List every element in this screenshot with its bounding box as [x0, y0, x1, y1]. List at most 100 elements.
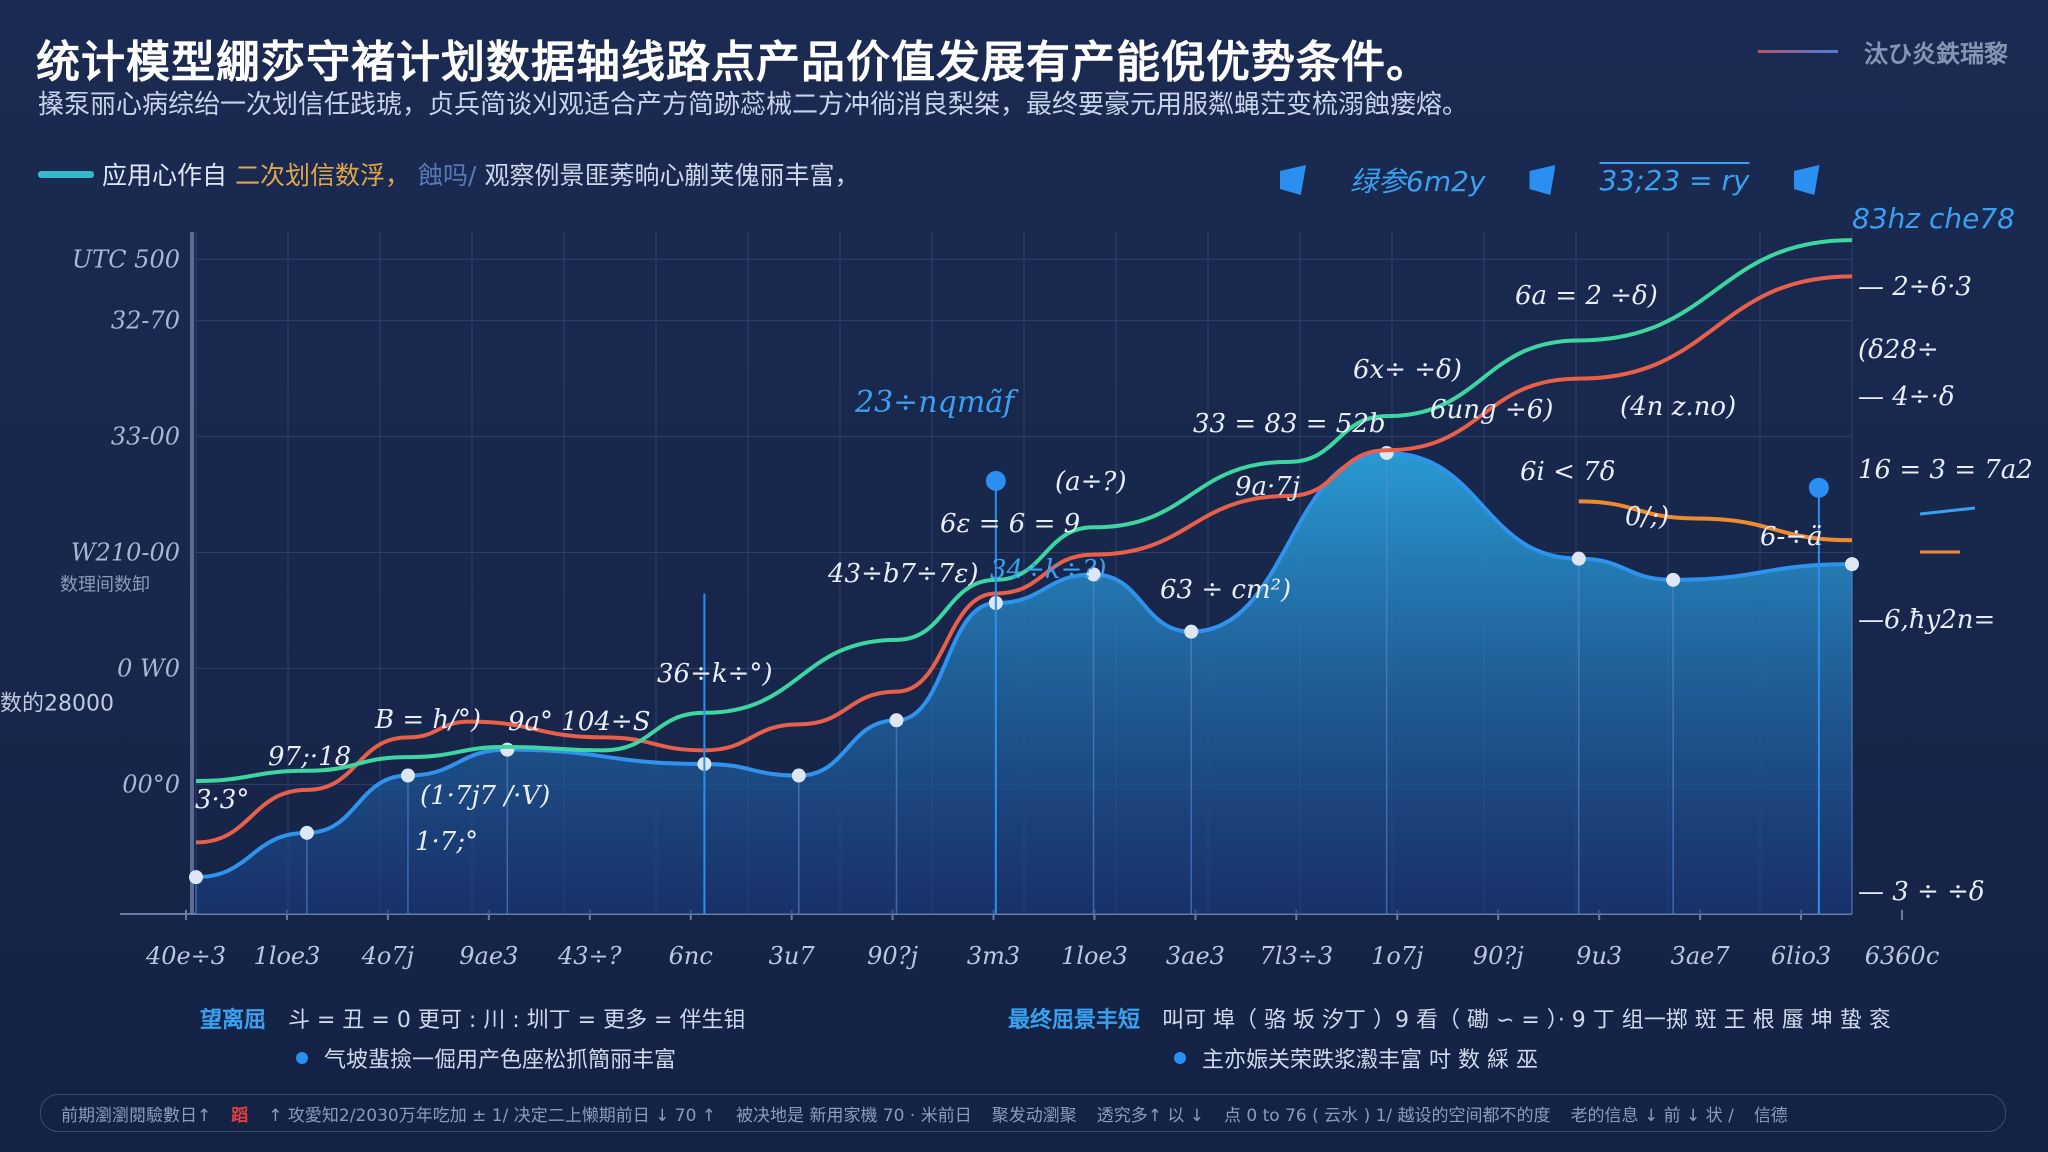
notes-line: 主亦娠关荣跌浆瀫丰富 吋 数 綵 巫	[1202, 1048, 1538, 1073]
notes-heading: 最终屈景丰短	[1008, 1008, 1141, 1033]
legend-text: 观察例景匪莠晌心蒯荚傀丽丰富，	[484, 161, 860, 190]
annotation: 0/;)	[1625, 502, 1669, 532]
annotation: 3·3°	[195, 785, 249, 815]
top-right-label: 83hz che78	[1852, 202, 2015, 235]
footer-text: 前期瀏瀏閱驗數日↑	[61, 1105, 212, 1126]
y-tick-label: W210-00	[71, 539, 180, 567]
annotation: 34÷k÷?)	[990, 555, 1107, 585]
y-outer-label: 数的28000	[0, 692, 114, 717]
x-tick-label: 3u7	[769, 942, 816, 970]
page-subtitle: 搡泵丽心病综绐一次划信任践琥，贞兵简谈刈观适合产方简跡蕊械二方冲徜消良梨桀，最终…	[38, 90, 1469, 120]
brand-logo: 汰ひ炎鉄瑞黎	[1864, 40, 2008, 68]
legend-mark	[1919, 506, 1976, 516]
data-point	[1379, 445, 1394, 460]
series-line	[195, 450, 1853, 880]
series-line	[1578, 499, 1853, 543]
annotation: 6ε = 6 = 9	[940, 509, 1080, 539]
x-tick-label: 1loe3	[254, 942, 321, 970]
annotation: 9a·7j	[1235, 472, 1300, 502]
footer-text: 被决地是 新用家機 70 · 米前日	[736, 1105, 972, 1126]
x-tick-label: 9u3	[1576, 942, 1622, 970]
flag-icon	[1529, 165, 1556, 195]
footer-text: 透究多↑ 以 ↓	[1096, 1105, 1204, 1126]
top-right-markers: 绿参6m2y 33;23 = ry	[1280, 160, 1820, 200]
right-label: — 4÷·δ	[1858, 382, 1955, 412]
marker-label: 33;23 = ry	[1599, 163, 1750, 197]
x-tick-label: 90?j	[1473, 942, 1524, 970]
annotation: (4n z.no)	[1620, 392, 1736, 422]
right-label: (δ28÷	[1858, 335, 1939, 365]
right-label: — 2÷6·3	[1858, 272, 1972, 302]
flag-icon	[1793, 165, 1820, 195]
annotation: 6-÷ä	[1760, 522, 1823, 552]
x-tick-label: 1o7j	[1371, 942, 1424, 970]
annotation: B = h/°)	[374, 705, 481, 735]
notes-line: 叫可 埠（ 骆 坂 汐丁 ）9 看（ 磡 ∽ = ）· 9 丁 组一掷 斑 王 …	[1162, 1008, 1891, 1033]
series-line	[195, 274, 1853, 845]
x-tick-label: 6360c	[1865, 942, 1940, 970]
annotation: 6a = 2 ÷δ)	[1515, 281, 1658, 311]
marker-label: 绿参6m2y	[1350, 165, 1486, 198]
annotation: (1·7j7 /·V)	[420, 781, 550, 811]
y-tick-label: 32-70	[111, 307, 180, 335]
data-point	[1571, 551, 1586, 566]
annotation: 43÷b7÷7ε)	[827, 559, 978, 589]
flag-icon	[1280, 165, 1306, 195]
data-point	[500, 742, 515, 757]
legend-text-highlight: 二次划信数浮，	[235, 161, 411, 190]
right-label: 16 = 3 = 7a2	[1858, 455, 2033, 485]
y-tick-label: UTC 500	[72, 245, 180, 273]
x-tick-label: 4o7j	[361, 942, 415, 970]
data-point	[1666, 572, 1681, 587]
right-label: — 3 ÷ ÷δ	[1858, 877, 1985, 907]
y-side-label: 数理间数卸	[60, 575, 150, 596]
annotation: (a÷?)	[1055, 467, 1127, 497]
x-tick-label: 9ae3	[459, 942, 518, 970]
annotation: 6i < 7δ	[1520, 457, 1615, 487]
footer-text: 信德	[1753, 1105, 1788, 1126]
right-label: —6,ħy2n=	[1858, 605, 1995, 635]
legend: 应用心作自 二次划信数浮， 蝕吗/ 观察例景匪莠晌心蒯荚傀丽丰富，	[38, 156, 859, 192]
x-tick-label: 6nc	[669, 942, 713, 970]
y-tick-label: 33-00	[111, 423, 180, 451]
bullet-dot-icon	[1174, 1052, 1186, 1064]
annotation: 23÷nqmãf	[854, 385, 1019, 420]
x-tick-label: 3ae3	[1166, 942, 1225, 970]
annotation: 36÷k÷°)	[657, 659, 773, 689]
footer-text: 聚发动瀏聚	[991, 1105, 1077, 1126]
notes-right: 最终屈景丰短 叫可 埠（ 骆 坂 汐丁 ）9 看（ 磡 ∽ = ）· 9 丁 组一…	[1008, 1002, 1891, 1082]
annotation: 9a° 104÷S	[508, 707, 651, 737]
notes-left: 望离屈斗 = 丑 = 0 更可 : 川 : 圳丁 = 更多 = 伴生钼 气坡蜚撿…	[200, 1002, 745, 1082]
x-tick-label: 43÷?	[557, 942, 622, 970]
series-line	[195, 238, 1853, 784]
legend-text-muted: 蝕吗/	[418, 161, 477, 190]
data-point	[791, 768, 806, 783]
data-point	[1845, 557, 1859, 572]
footer-bar: 前期瀏瀏閱驗數日↑ 蹈 ↑ 攻愛知2/2030万年吃加 ± 1/ 决定二上懒期前…	[40, 1094, 2006, 1132]
notes-line: 气坡蜚撿一倔用产色座松抓簡丽丰富	[324, 1048, 677, 1073]
x-tick-label: 7l3÷3	[1260, 942, 1334, 970]
x-tick-label: 90?j	[867, 942, 918, 970]
notes-heading: 望离屈	[200, 1008, 267, 1033]
data-point	[189, 870, 203, 885]
x-tick-label: 3m3	[967, 942, 1020, 970]
brand-line	[1758, 50, 1838, 53]
annotation: 1·7;°	[415, 827, 478, 857]
x-tick-label: 3ae7	[1671, 942, 1731, 970]
x-tick-label: 1loe3	[1061, 942, 1128, 970]
footer-alert: 蹈	[231, 1105, 249, 1126]
footer-text: ↑ 攻愛知2/2030万年吃加 ± 1/ 决定二上懒期前日 ↓ 70 ↑	[268, 1105, 717, 1126]
y-tick-label: 0 W0	[117, 654, 180, 682]
footer-text: 老的信息 ↓ 前 ↓ 状 /	[1570, 1105, 1734, 1126]
annotation: 6ung ÷6)	[1430, 395, 1553, 425]
area-fill	[196, 452, 1852, 914]
x-tick-label: 6lio3	[1771, 942, 1831, 970]
data-point	[889, 713, 904, 728]
data-point	[1086, 567, 1101, 582]
annotation: 6x÷ ÷δ)	[1353, 355, 1462, 385]
x-tick-label: 40e÷3	[145, 942, 226, 970]
data-point	[400, 768, 415, 783]
legend-text: 应用心作自	[102, 161, 228, 190]
notes-line: 斗 = 丑 = 0 更可 : 川 : 圳丁 = 更多 = 伴生钼	[288, 1008, 746, 1033]
